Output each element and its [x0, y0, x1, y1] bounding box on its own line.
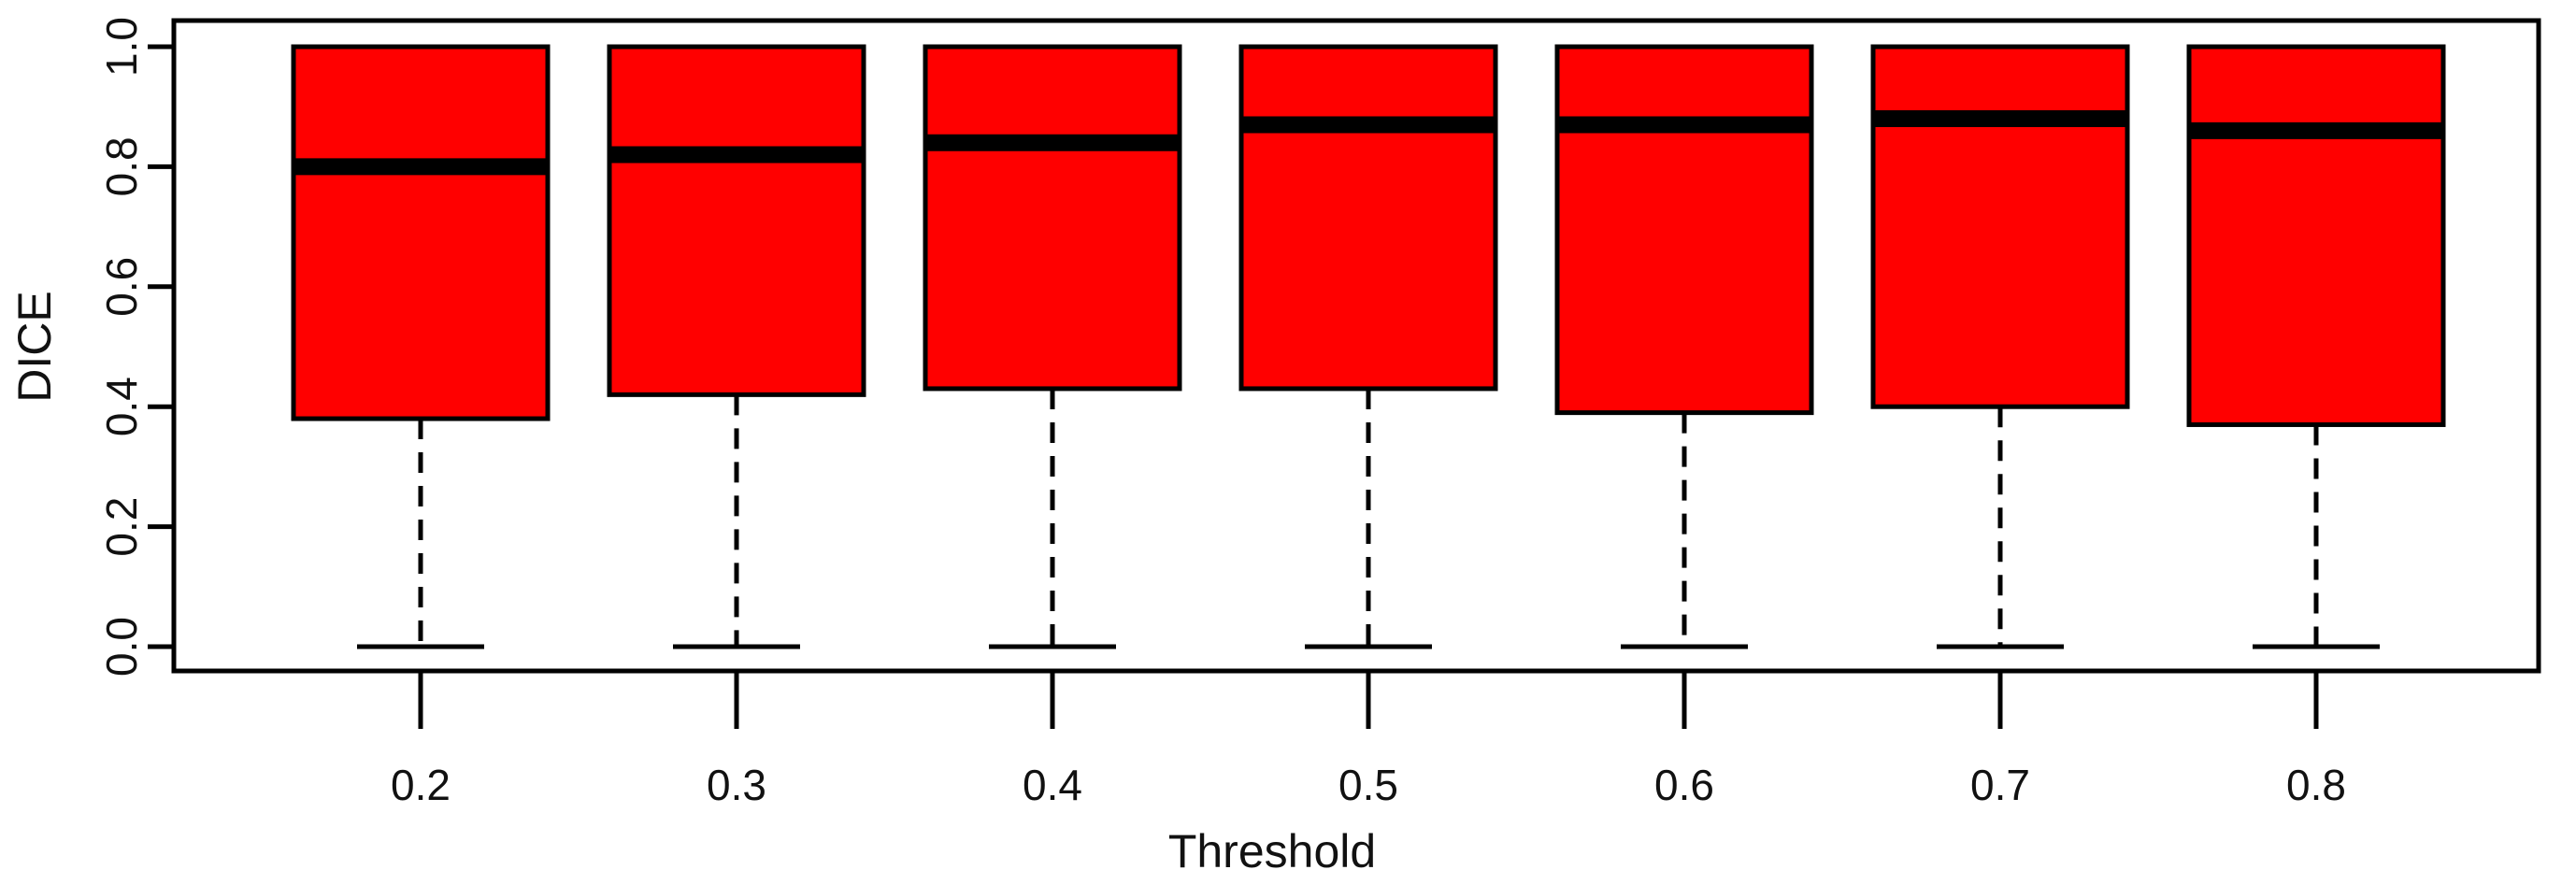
x-tick-label: 0.4 — [1023, 761, 1082, 809]
box-0.8 — [2186, 44, 2446, 649]
box-iqr — [923, 44, 1182, 392]
x-tick-label: 0.8 — [2286, 761, 2346, 809]
box-iqr — [1238, 44, 1498, 392]
box-iqr — [2186, 44, 2446, 427]
x-tick-label: 0.7 — [1970, 761, 2030, 809]
x-tick-label: 0.5 — [1338, 761, 1398, 809]
box-iqr — [1554, 44, 1814, 416]
x-axis-title: Threshold — [1168, 825, 1376, 877]
x-tick-label: 0.3 — [707, 761, 766, 809]
box-iqr — [291, 44, 551, 421]
y-axis: 0.0 0.2 0.4 0.6 0.8 1.0 — [97, 17, 174, 677]
box-0.2 — [291, 44, 551, 649]
x-tick-label: 0.2 — [391, 761, 451, 809]
x-axis: 0.2 0.3 0.4 0.5 0.6 0.7 0.8 — [391, 671, 2346, 809]
y-tick-label: 0.2 — [97, 497, 146, 557]
box-0.4 — [923, 44, 1182, 649]
x-tick-label: 0.6 — [1654, 761, 1714, 809]
box-iqr — [1870, 44, 2130, 409]
y-axis-title: DICE — [8, 291, 61, 402]
boxes-group — [291, 44, 2446, 649]
box-0.6 — [1554, 44, 1814, 649]
plot-frame — [171, 18, 2541, 674]
y-tick-label: 0.6 — [97, 257, 146, 317]
y-tick-label: 0.0 — [97, 617, 146, 677]
y-tick-label: 1.0 — [97, 17, 146, 77]
box-0.3 — [607, 44, 866, 649]
y-tick-label: 0.8 — [97, 136, 146, 196]
box-0.5 — [1238, 44, 1498, 649]
box-0.7 — [1870, 44, 2130, 649]
box-iqr — [607, 44, 866, 397]
y-tick-label: 0.4 — [97, 377, 146, 436]
